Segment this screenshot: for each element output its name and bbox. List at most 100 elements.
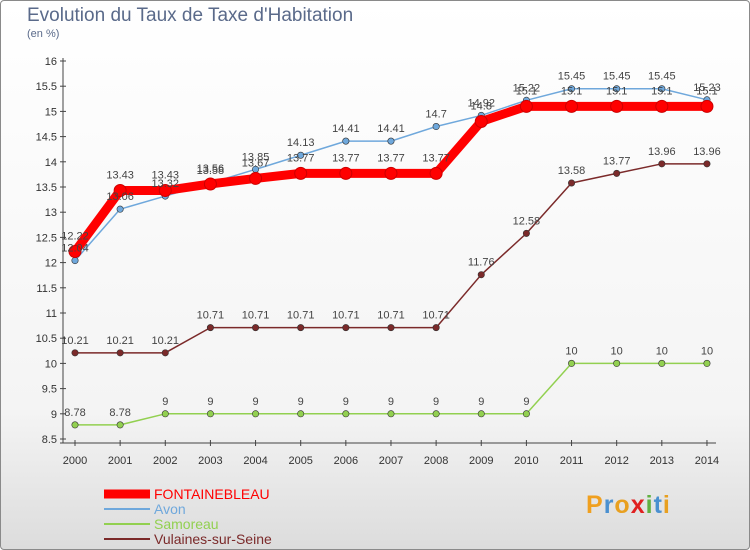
- data-label: 9: [162, 396, 168, 408]
- logo-letter: t: [653, 491, 663, 519]
- data-point: [568, 179, 576, 187]
- data-label: 10.71: [197, 310, 225, 322]
- data-label: 15.1: [516, 85, 537, 97]
- data-point: [158, 184, 172, 198]
- y-tick-label: 16: [45, 56, 57, 68]
- data-label: 13.67: [242, 157, 270, 169]
- data-point: [519, 99, 533, 113]
- data-label: 12.22: [61, 231, 89, 243]
- data-label: 15.45: [603, 71, 631, 83]
- data-label: 12.04: [61, 243, 89, 255]
- data-label: 13.96: [648, 146, 676, 158]
- data-point: [477, 271, 485, 279]
- data-label: 13.96: [693, 146, 721, 158]
- data-point: [116, 205, 124, 213]
- data-point: [297, 324, 305, 332]
- data-point: [342, 410, 350, 418]
- y-tick-label: 10: [45, 358, 57, 370]
- data-point: [432, 324, 440, 332]
- data-point: [203, 177, 217, 191]
- data-label: 10.21: [61, 335, 89, 347]
- data-point: [252, 410, 260, 418]
- data-label: 9: [207, 396, 213, 408]
- data-point: [342, 324, 350, 332]
- data-point: [116, 349, 124, 357]
- data-point: [613, 85, 621, 93]
- x-tick-label: 2004: [243, 455, 267, 467]
- legend-label: FONTAINEBLEAU: [154, 486, 270, 502]
- data-label: 10: [611, 345, 623, 357]
- data-label: 14.8: [471, 100, 492, 112]
- y-tick-label: 10.5: [36, 333, 57, 345]
- data-point: [429, 166, 443, 180]
- x-tick-label: 2007: [379, 455, 403, 467]
- data-point: [252, 324, 260, 332]
- data-point: [658, 85, 666, 93]
- data-label: 9: [433, 396, 439, 408]
- data-label: 15.22: [513, 82, 541, 94]
- data-label: 10.71: [377, 310, 405, 322]
- data-label: 9: [298, 396, 304, 408]
- data-point: [432, 123, 440, 131]
- y-tick-label: 8.5: [42, 434, 57, 446]
- data-label: 15.1: [561, 85, 582, 97]
- x-tick-label: 2013: [650, 455, 674, 467]
- data-point: [522, 229, 530, 237]
- legend-label: Samoreau: [154, 516, 219, 532]
- data-point: [161, 410, 169, 418]
- data-label: 13.06: [106, 191, 134, 203]
- data-label: 10.21: [106, 335, 134, 347]
- x-tick-label: 2010: [514, 455, 538, 467]
- x-tick-label: 2006: [334, 455, 358, 467]
- data-point: [206, 410, 214, 418]
- y-tick-label: 12.5: [36, 232, 57, 244]
- data-label: 13.77: [287, 152, 315, 164]
- data-label: 10.71: [332, 310, 360, 322]
- data-label: 15.1: [696, 85, 717, 97]
- data-label: 10.71: [422, 310, 450, 322]
- data-label: 14.7: [425, 109, 446, 121]
- y-tick-label: 9.5: [42, 384, 57, 396]
- chart-unit: (en %): [27, 28, 60, 40]
- data-label: 13.43: [106, 170, 134, 182]
- data-point: [113, 184, 127, 198]
- data-point: [71, 349, 79, 357]
- data-label: 10.71: [242, 310, 270, 322]
- data-label: 9: [252, 396, 258, 408]
- data-label: 11.76: [468, 257, 495, 269]
- data-point: [568, 85, 576, 93]
- data-label: 10: [565, 345, 577, 357]
- data-label: 13.77: [603, 155, 631, 167]
- data-label: 13.58: [197, 165, 225, 177]
- x-tick-label: 2014: [695, 455, 719, 467]
- data-point: [565, 99, 579, 113]
- logo-letter: r: [603, 491, 615, 519]
- logo-letter: i: [662, 491, 671, 519]
- x-tick-label: 2005: [288, 455, 312, 467]
- data-label: 13.77: [422, 152, 450, 164]
- data-point: [610, 99, 624, 113]
- data-label: 14.92: [467, 97, 495, 109]
- data-point: [384, 166, 398, 180]
- logo-letter: i: [645, 491, 654, 519]
- data-point: [249, 171, 263, 185]
- data-point: [68, 245, 82, 259]
- data-label: 15.23: [693, 82, 721, 94]
- data-point: [71, 257, 79, 265]
- data-point: [297, 410, 305, 418]
- data-label: 15.1: [606, 85, 627, 97]
- data-label: 10: [656, 345, 668, 357]
- data-point: [658, 359, 666, 367]
- data-label: 12.58: [513, 215, 541, 227]
- data-label: 13.56: [197, 163, 225, 175]
- y-tick-label: 14.5: [36, 132, 57, 144]
- data-point: [474, 114, 488, 128]
- y-tick-label: 11.5: [36, 283, 57, 295]
- data-label: 10: [701, 345, 713, 357]
- data-label: 9: [343, 396, 349, 408]
- y-tick-label: 9: [51, 409, 57, 421]
- logo-letter: o: [614, 491, 631, 519]
- x-tick-label: 2011: [560, 455, 584, 467]
- data-label: 13.32: [152, 178, 180, 190]
